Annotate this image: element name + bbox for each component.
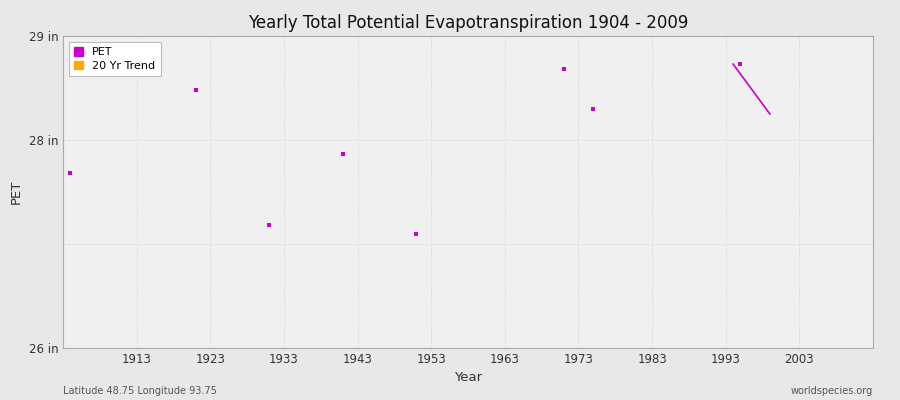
Text: Latitude 48.75 Longitude 93.75: Latitude 48.75 Longitude 93.75 <box>63 386 217 396</box>
Legend: PET, 20 Yr Trend: PET, 20 Yr Trend <box>68 42 160 76</box>
Text: worldspecies.org: worldspecies.org <box>791 386 873 396</box>
Y-axis label: PET: PET <box>10 180 23 204</box>
Title: Yearly Total Potential Evapotranspiration 1904 - 2009: Yearly Total Potential Evapotranspiratio… <box>248 14 688 32</box>
X-axis label: Year: Year <box>454 372 482 384</box>
